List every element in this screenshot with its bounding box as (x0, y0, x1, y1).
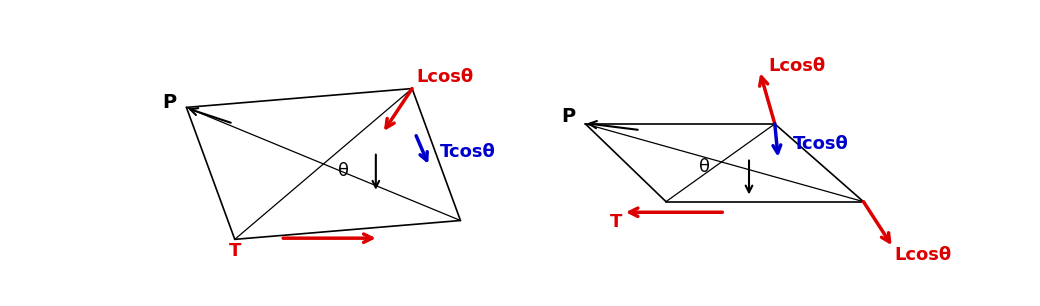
Text: P: P (162, 93, 177, 112)
Text: Lcosθ: Lcosθ (894, 246, 952, 264)
Text: θ: θ (699, 159, 710, 177)
Text: Tcosθ: Tcosθ (792, 135, 849, 153)
Text: Lcosθ: Lcosθ (769, 57, 826, 75)
Text: T: T (229, 242, 241, 260)
Text: Lcosθ: Lcosθ (416, 68, 473, 86)
Text: θ: θ (338, 162, 349, 180)
Text: Tcosθ: Tcosθ (440, 143, 496, 161)
Text: P: P (562, 107, 575, 126)
Text: T: T (609, 213, 622, 231)
